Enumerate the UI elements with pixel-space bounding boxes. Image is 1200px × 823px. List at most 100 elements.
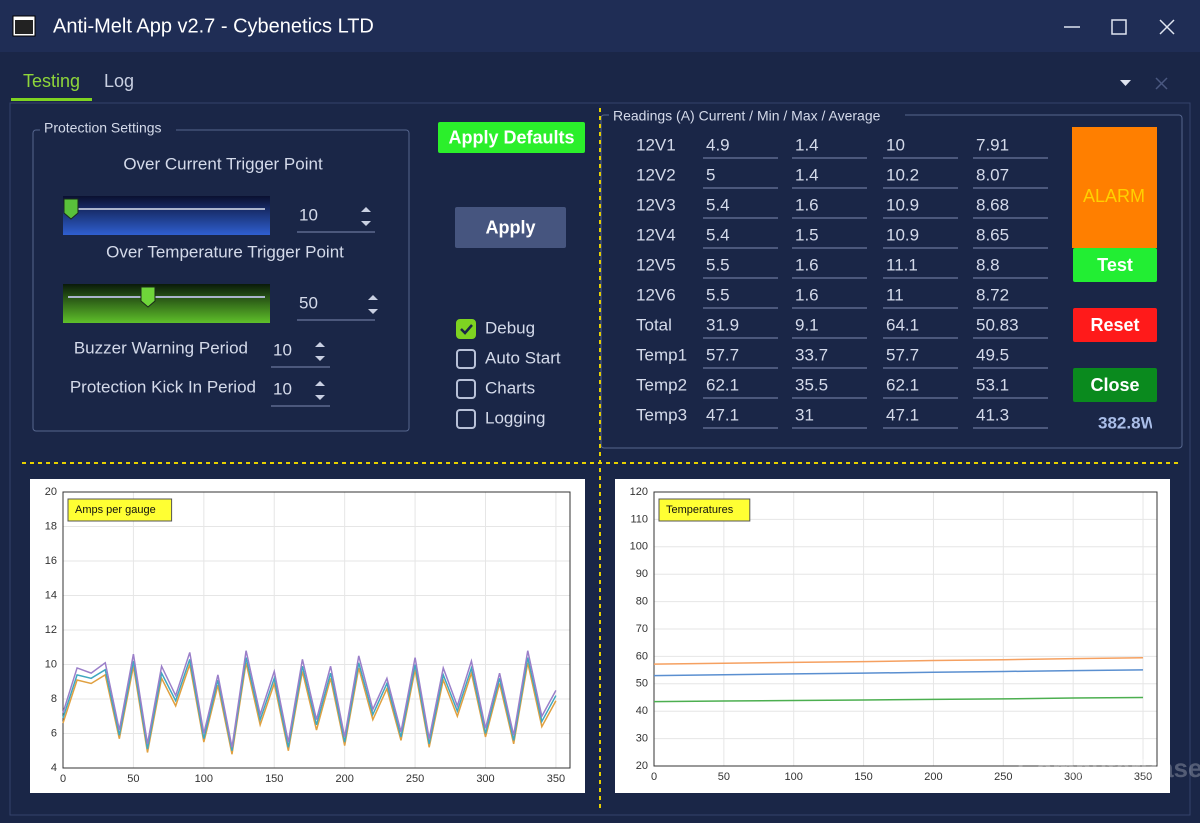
- y-tick-label: 30: [636, 733, 648, 745]
- reading-value: 8.68: [976, 195, 1009, 214]
- reading-label: 12V6: [636, 285, 676, 304]
- y-tick-label: 6: [51, 727, 57, 739]
- checkbox[interactable]: [456, 409, 476, 429]
- y-tick-label: 14: [45, 589, 57, 601]
- series-line: [653, 696, 1144, 703]
- y-tick-label: 16: [45, 555, 57, 567]
- checkbox[interactable]: [456, 379, 476, 399]
- reading-value: 47.1: [706, 405, 739, 424]
- close-button[interactable]: [1073, 368, 1157, 402]
- x-tick-label: 200: [335, 773, 353, 785]
- spin-up[interactable]: [315, 342, 325, 347]
- checkbox[interactable]: [456, 319, 476, 339]
- active-tab-underline: [11, 98, 92, 101]
- reading-label: Temp3: [636, 405, 687, 424]
- dropdown-arrow[interactable]: [1120, 80, 1131, 86]
- x-tick-label: 150: [265, 773, 283, 785]
- apply-defaults-button[interactable]: [438, 122, 585, 153]
- reading-value: 5.4: [706, 195, 730, 214]
- x-tick-label: 0: [651, 771, 657, 783]
- spin-value[interactable]: 10: [273, 379, 292, 398]
- reading-label: Temp1: [636, 345, 687, 364]
- slider-thumb[interactable]: [63, 198, 79, 220]
- reading-value: 10.2: [886, 165, 919, 184]
- chart-title-box: [658, 498, 751, 522]
- series-line: [653, 669, 1144, 677]
- y-tick-label: 12: [45, 624, 57, 636]
- spin-up[interactable]: [361, 207, 371, 212]
- x-tick-label: 350: [1134, 771, 1152, 783]
- reading-value: 5.5: [706, 285, 730, 304]
- y-tick-label: 4: [51, 762, 57, 774]
- spin-down[interactable]: [315, 356, 325, 361]
- reading-value: 7.91: [976, 135, 1009, 154]
- reset-button[interactable]: [1073, 308, 1157, 342]
- slider-track[interactable]: [63, 284, 270, 323]
- spin-up[interactable]: [315, 381, 325, 386]
- power-readout: 382.8W: [1098, 413, 1158, 432]
- checkbox[interactable]: [456, 349, 476, 369]
- chart-bg: [615, 479, 1170, 793]
- reading-value: 8.72: [976, 285, 1009, 304]
- y-tick-label: 80: [636, 596, 648, 608]
- checkbox-label[interactable]: Charts: [485, 378, 535, 397]
- tab[interactable]: Log: [104, 71, 134, 91]
- reading-value: 10.9: [886, 225, 919, 244]
- reset-button-label[interactable]: Reset: [1090, 315, 1139, 335]
- spin-down[interactable]: [361, 221, 371, 226]
- spin-up[interactable]: [368, 295, 378, 300]
- alarm-indicator: [1072, 127, 1157, 248]
- setting-label: Over Current Trigger Point: [123, 154, 323, 173]
- close-button-label[interactable]: Close: [1090, 375, 1139, 395]
- y-tick-label: 70: [636, 623, 648, 635]
- group-title-bg: [609, 108, 905, 126]
- test-button[interactable]: [1073, 248, 1157, 282]
- series-line: [62, 650, 557, 748]
- reading-value: 4.9: [706, 135, 730, 154]
- slider-track[interactable]: [63, 196, 270, 235]
- x-tick-label: 100: [785, 771, 803, 783]
- checkbox-label[interactable]: Logging: [485, 408, 546, 427]
- reading-value: 11.1: [886, 255, 918, 274]
- protection-box: [32, 129, 410, 432]
- spin-down[interactable]: [368, 309, 378, 314]
- checkbox-label[interactable]: Debug: [485, 318, 535, 337]
- reading-value: 64.1: [886, 315, 919, 334]
- chart-title: Temperatures: [666, 504, 734, 516]
- y-tick-label: 20: [636, 760, 648, 772]
- group-title: Readings (A) Current / Min / Max / Avera…: [613, 108, 881, 124]
- y-tick-label: 110: [630, 513, 648, 525]
- reading-label: 12V3: [636, 195, 676, 214]
- apply-button[interactable]: [455, 207, 566, 248]
- watermark: ComputerBase: [1018, 753, 1200, 783]
- apply-defaults-button-label[interactable]: Apply Defaults: [448, 127, 574, 147]
- reading-value: 8.07: [976, 165, 1009, 184]
- window-controls[interactable]: [1064, 19, 1175, 35]
- reading-value: 1.6: [795, 285, 819, 304]
- group-title-bg: [40, 120, 176, 138]
- y-tick-label: 40: [636, 705, 648, 717]
- spin-value[interactable]: 50: [299, 293, 318, 312]
- y-tick-label: 60: [636, 650, 648, 662]
- series-line: [653, 657, 1144, 665]
- group-title: Protection Settings: [44, 120, 162, 136]
- reading-value: 50.83: [976, 315, 1019, 334]
- x-tick-label: 50: [718, 771, 730, 783]
- x-tick-label: 100: [195, 773, 213, 785]
- spin-down[interactable]: [315, 395, 325, 400]
- checkbox-label[interactable]: Auto Start: [485, 348, 561, 367]
- spin-value[interactable]: 10: [299, 205, 318, 224]
- tab[interactable]: Testing: [23, 71, 80, 91]
- x-tick-label: 200: [924, 771, 942, 783]
- x-tick-label: 50: [127, 773, 139, 785]
- reading-value: 8.65: [976, 225, 1009, 244]
- spin-value[interactable]: 10: [273, 340, 292, 359]
- y-tick-label: 18: [45, 520, 57, 532]
- test-button-label[interactable]: Test: [1097, 255, 1133, 275]
- apply-button-label[interactable]: Apply: [485, 217, 535, 237]
- plot-frame: [62, 491, 571, 769]
- slider-thumb[interactable]: [140, 286, 156, 308]
- reading-value: 1.4: [795, 165, 819, 184]
- tab-close[interactable]: [1155, 77, 1168, 90]
